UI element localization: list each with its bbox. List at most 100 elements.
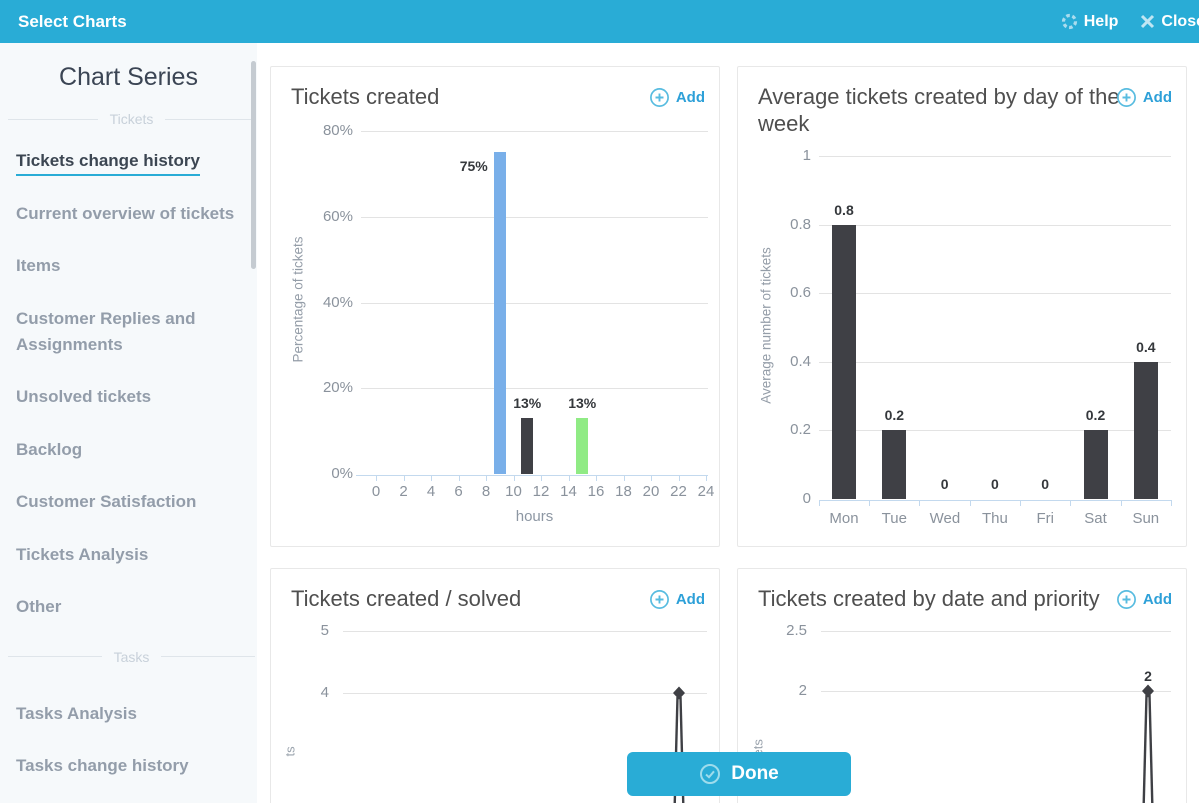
x-tick-mark: [1020, 500, 1022, 506]
check-circle-icon: [700, 764, 721, 784]
bar: [1083, 430, 1108, 499]
x-tick-label: Sat: [1084, 510, 1107, 527]
sidebar-item-current-overview-of-tickets[interactable]: Current overview of tickets: [16, 201, 248, 227]
done-button[interactable]: Done: [627, 752, 851, 796]
add-icon: [1116, 88, 1136, 107]
chart-card-tickets-created: 0% 20% 40% 60% 80% 0 2 4 6 8 10 12 14 16 18 20 22 24 75% 13…: [270, 66, 720, 547]
done-label: Done: [731, 763, 779, 784]
avg-tickets-by-day-plot: 0 0.2 0.4 0.6 0.8 1 Mon Tue Wed Thu Fri Sat Sun 0.8 0.…: [738, 67, 1186, 546]
x-tick-label: 0: [371, 483, 381, 500]
add-button[interactable]: Add: [1116, 87, 1172, 108]
gridline: [819, 293, 1171, 295]
gridline: [361, 131, 708, 132]
close-button[interactable]: Close: [1140, 13, 1199, 31]
gridline: [361, 388, 708, 390]
y-tick-label: 40%: [322, 293, 353, 311]
help-label: Help: [1083, 12, 1119, 30]
help-button[interactable]: Help: [1061, 12, 1119, 31]
bar: [832, 224, 856, 499]
close-label: Close: [1161, 12, 1199, 30]
bar-value-label: 13%: [513, 395, 542, 412]
bar-value-label: 13%: [568, 395, 597, 412]
x-tick-mark: [1070, 500, 1072, 506]
chart-title: Average tickets created by day of the we…: [758, 84, 1120, 136]
gridline: [361, 302, 708, 304]
sidebar-item-label: Tasks change history: [16, 756, 189, 775]
x-tick-mark: [513, 475, 515, 481]
bar-value-label: 0: [1041, 476, 1050, 492]
x-tick-mark: [678, 475, 680, 481]
x-tick-mark: [869, 500, 871, 506]
add-icon: [1116, 590, 1136, 609]
sidebar-item-tasks-change-history[interactable]: Tasks change history: [16, 753, 248, 779]
add-button[interactable]: Add: [1116, 589, 1172, 610]
y-axis-title: Percentage of tickets: [290, 236, 306, 363]
add-button[interactable]: Add: [649, 589, 705, 610]
sidebar-item-label: Tickets change history: [16, 151, 200, 176]
gridline: [361, 216, 708, 218]
bar-value-label: 0: [990, 476, 999, 492]
bar-value-label: 0.8: [834, 201, 854, 218]
x-tick-label: 8: [481, 483, 491, 500]
x-tick-mark: [919, 500, 921, 506]
sidebar-item-unsolved-tickets[interactable]: Unsolved tickets: [16, 384, 248, 410]
sidebar-item-customer-satisfaction[interactable]: Customer Satisfaction: [16, 489, 248, 515]
sidebar-item-label: Tasks Analysis: [16, 703, 137, 723]
x-tick-mark: [1120, 500, 1122, 506]
y-tick-label: 0: [802, 490, 811, 507]
y-tick-label: 1: [802, 147, 811, 164]
bar: [882, 430, 907, 499]
tickets-created-plot: 0% 20% 40% 60% 80% 0 2 4 6 8 10 12 14 16 18 20 22 24 75% 13…: [271, 67, 719, 546]
bar: [521, 418, 534, 474]
x-tick-mark: [486, 475, 487, 481]
add-button[interactable]: Add: [649, 87, 705, 108]
add-icon: [649, 88, 669, 107]
sidebar-item-customer-replies-and-assignments[interactable]: Customer Replies and Assignments: [16, 306, 248, 358]
sidebar-item-tasks-analysis[interactable]: Tasks Analysis: [16, 701, 248, 727]
bar-value-label: 0.2: [884, 407, 905, 424]
chart-title: Tickets created by date and priority: [758, 586, 1100, 611]
topbar: Select Charts Help Close: [0, 0, 1199, 43]
sidebar: Chart Series Tickets Tickets change histo…: [0, 43, 257, 803]
sidebar-item-label: Customer Satisfaction: [16, 492, 197, 511]
sidebar-item-label: Current overview of tickets: [16, 203, 235, 223]
bar-value-label: 0.4: [1136, 338, 1156, 355]
x-tick-label: 2: [399, 483, 408, 500]
gridline: [343, 693, 707, 694]
line-series: [673, 686, 685, 803]
x-tick-label: Tue: [881, 510, 907, 527]
sidebar-item-items[interactable]: Items: [16, 253, 248, 279]
line-series: [1142, 684, 1154, 803]
x-tick-mark: [1170, 500, 1172, 506]
x-tick-label: Wed: [929, 510, 961, 527]
x-tick-label: 20: [642, 483, 660, 500]
sidebar-item-label: Items: [16, 256, 61, 275]
gridline: [819, 156, 1171, 157]
x-axis-line: [356, 475, 708, 476]
x-axis-title: hours: [515, 508, 554, 525]
sidebar-item-backlog[interactable]: Backlog: [16, 437, 248, 463]
y-tick-label: 2: [798, 682, 807, 699]
y-tick-label: 0%: [331, 465, 353, 482]
x-tick-label: 16: [587, 483, 605, 500]
bar-value-label: 0.2: [1085, 407, 1106, 424]
tickets-created-solved-plot: 5 4 ts: [271, 569, 719, 803]
x-tick-mark: [706, 475, 707, 481]
x-axis-line: [819, 500, 1171, 501]
sidebar-scrollbar[interactable]: [251, 61, 256, 269]
sidebar-item-other[interactable]: Other: [16, 594, 248, 620]
x-tick-mark: [818, 500, 820, 506]
section-label: Tasks: [113, 648, 150, 665]
x-tick-label: 10: [505, 483, 522, 500]
chart-title: Tickets created: [291, 84, 440, 109]
x-tick-mark: [596, 475, 597, 481]
sidebar-item-tickets-analysis[interactable]: Tickets Analysis: [16, 542, 248, 568]
chart-card-avg-tickets-by-day: 0 0.2 0.4 0.6 0.8 1 Mon Tue Wed Thu Fri Sat Sun 0.8 0.…: [737, 66, 1187, 547]
y-tick-label: 2.5: [786, 622, 807, 639]
chart-card-tickets-by-date-priority: 2.5 2 2 ets Tickets created by date and pri…: [737, 568, 1187, 803]
sidebar-item-label: Customer Replies and Assignments: [16, 308, 196, 354]
gridline: [819, 361, 1171, 363]
x-tick-label: 6: [454, 483, 463, 500]
y-tick-label: 0.2: [790, 421, 811, 439]
sidebar-item-tickets-change-history[interactable]: Tickets change history: [16, 148, 248, 176]
